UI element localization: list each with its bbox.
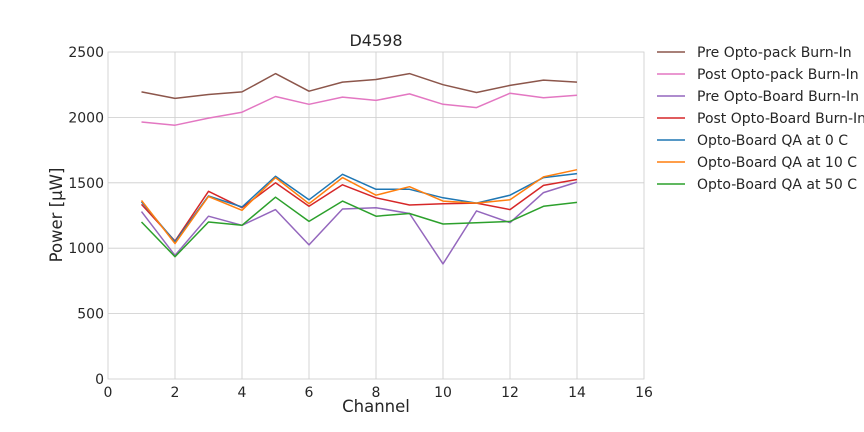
grid-lines [108,52,644,379]
y-tick-label: 1500 [68,176,104,192]
x-tick-label: 14 [568,385,586,401]
series-line [141,72,578,100]
series-line [140,178,578,242]
legend-label: Pre Opto-pack Burn-In [697,45,852,61]
tick-labels: 0 2 4 6 8 10 12 14 16 0 500 1000 1500 2000 2500 [68,45,653,401]
x-tick-label: 12 [501,385,519,401]
legend: Pre Opto-pack Burn-In Post Opto-pack Burn… [657,45,864,193]
legend-label: Post Opto-Board Burn-In [697,111,864,127]
series-line [140,168,578,245]
series-lines [140,72,578,265]
y-tick-label: 0 [95,372,104,388]
y-axis-label: Power [μW] [47,168,66,263]
legend-label: Opto-Board QA at 50 C [697,177,857,193]
legend-label: Opto-Board QA at 0 C [697,133,848,149]
legend-label: Post Opto-pack Burn-In [697,67,859,83]
y-tick-label: 2000 [68,110,104,126]
x-axis-label: Channel [342,397,410,416]
x-tick-label: 4 [238,385,247,401]
x-tick-label: 6 [305,385,314,401]
chart-title: D4598 [349,31,402,50]
x-tick-label: 8 [372,385,381,401]
series-line [140,172,578,243]
y-tick-label: 2500 [68,45,104,61]
series-line [140,196,578,258]
legend-label: Opto-Board QA at 10 C [697,155,857,171]
series-line [141,92,578,126]
y-tick-label: 500 [77,307,104,323]
x-tick-label: 10 [434,385,452,401]
x-tick-label: 2 [171,385,180,401]
y-tick-label: 1000 [68,241,104,257]
x-tick-label: 0 [104,385,113,401]
legend-label: Pre Opto-Board Burn-In [697,89,859,105]
x-tick-label: 16 [635,385,653,401]
